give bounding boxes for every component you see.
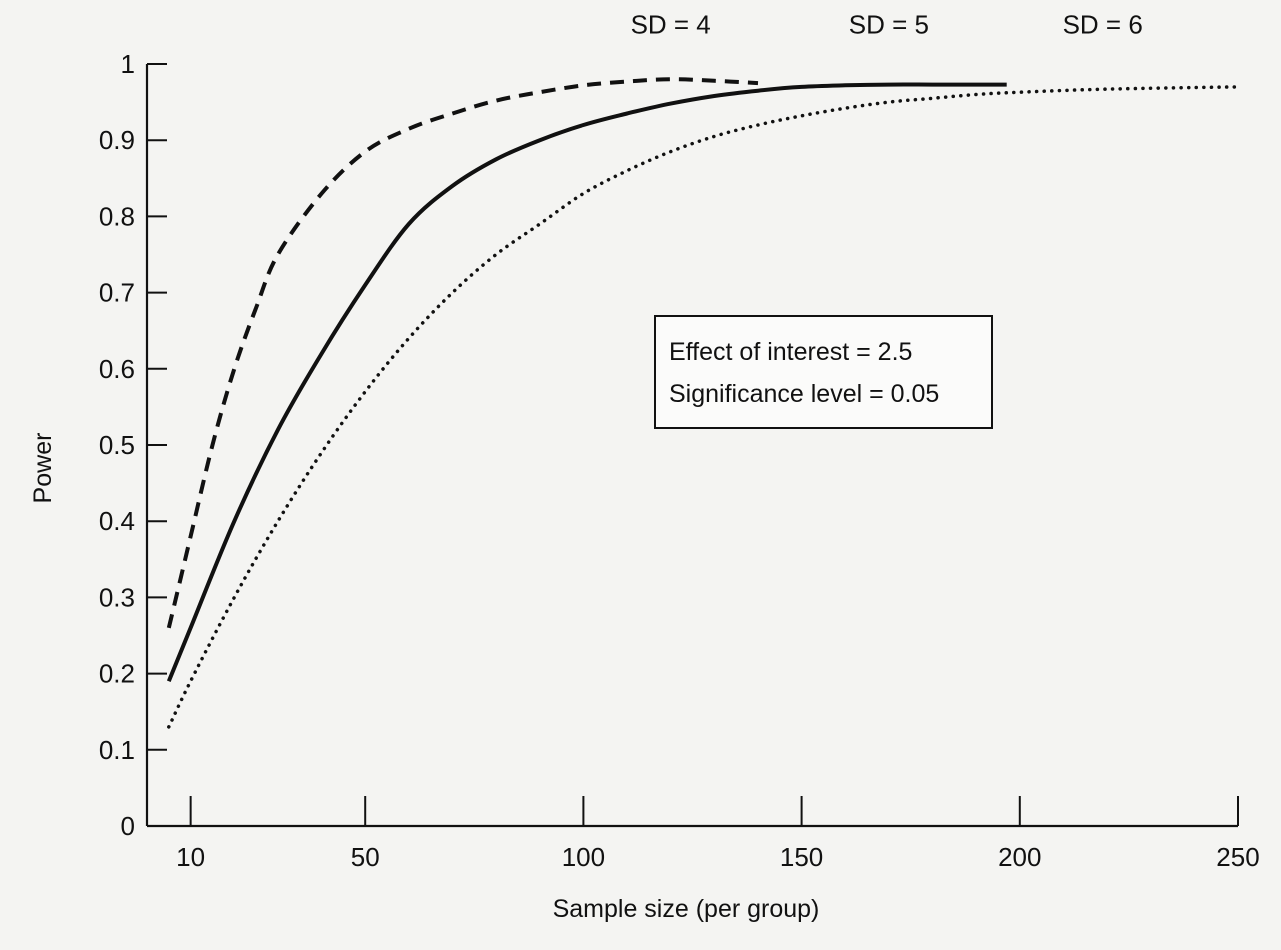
y-tick-label: 0.1 [99, 735, 135, 765]
x-tick-label: 100 [562, 842, 605, 872]
curve-label-3: SD = 6 [1063, 10, 1143, 40]
x-tick-label: 150 [780, 842, 823, 872]
x-tick-label: 50 [351, 842, 380, 872]
y-tick-label: 0.9 [99, 125, 135, 155]
annotation-frame [654, 315, 993, 429]
x-tick-label: 10 [176, 842, 205, 872]
y-tick-label: 0.3 [99, 582, 135, 612]
y-tick-label: 0.7 [99, 278, 135, 308]
series-line-2 [166, 82, 1007, 682]
curve-label-2: SD = 5 [849, 10, 929, 40]
x-tick-label: 250 [1216, 842, 1259, 872]
y-tick-label: 0.8 [99, 201, 135, 231]
x-axis-title: Sample size (per group) [553, 895, 820, 923]
y-tick-label: 0.6 [99, 354, 135, 384]
series-line-1 [166, 77, 759, 629]
series-group [166, 77, 1240, 729]
y-tick-label: 1 [121, 49, 135, 79]
y-tick-label: 0.2 [99, 659, 135, 689]
annotation-line-effect: Effect of interest = 2.5 [669, 338, 912, 366]
axes: 0 0.1 0.2 0.3 0.4 0.5 0.6 0.7 0.8 0.9 1 10 50 100 150 2… [99, 49, 1260, 872]
series-line-3 [167, 85, 1240, 729]
y-tick-label: 0 [121, 811, 135, 841]
x-tick-label: 200 [998, 842, 1041, 872]
y-axis-title: Power [29, 433, 57, 504]
labels-group: SD = 4 SD = 5 SD = 6 [631, 10, 1143, 40]
y-tick-label: 0.4 [99, 506, 135, 536]
curve-label-1: SD = 4 [631, 10, 711, 40]
annotation-line-significance: Significance level = 0.05 [669, 380, 939, 408]
annotation-box: Effect of interest = 2.5 Significance le… [654, 315, 993, 429]
y-tick-label: 0.5 [99, 430, 135, 460]
